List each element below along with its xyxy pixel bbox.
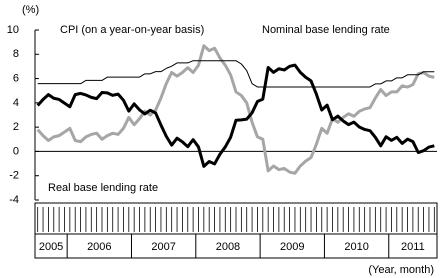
y-tick-label: 4 [13, 97, 19, 109]
series-label: CPI (on a year-on-year basis) [60, 24, 204, 36]
series-line [36, 44, 435, 175]
y-tick-label: 10 [7, 24, 19, 36]
y-tick-label: 2 [13, 121, 19, 133]
time-band [34, 202, 438, 259]
year-label: 2009 [280, 241, 304, 253]
y-tick-label: -4 [9, 194, 19, 206]
series-line [36, 63, 435, 168]
y-tick-label: -2 [9, 170, 19, 182]
year-label: 2006 [87, 241, 111, 253]
y-tick-label: 8 [13, 48, 19, 60]
y-tick-label: 0 [13, 145, 19, 157]
series-label: Nominal base lending rate [262, 24, 390, 36]
year-label: 2010 [344, 241, 368, 253]
series-line [37, 60, 435, 88]
y-axis-label: (%) [22, 4, 39, 16]
year-label: 2011 [401, 241, 425, 253]
year-label: 2008 [216, 241, 240, 253]
year-label: 2007 [151, 241, 175, 253]
series-label: Real base lending rate [48, 182, 158, 194]
year-label: 2005 [39, 241, 63, 253]
x-axis-label: (Year, month) [368, 264, 434, 276]
y-tick-label: 6 [13, 72, 19, 84]
